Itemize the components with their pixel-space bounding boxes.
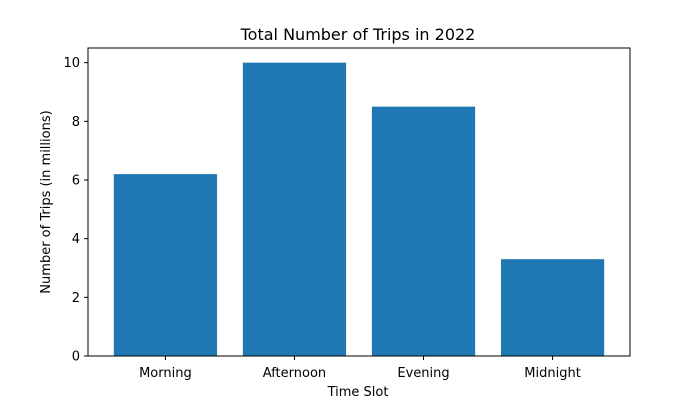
bar-evening [371,106,476,357]
plot-frame [87,47,631,357]
bars-group [113,62,605,357]
bar-morning [113,174,218,356]
x-axis-ticks: Morning Afternoon Evening Midnight [139,356,581,381]
x-tick-label: Midnight [524,366,581,381]
x-tick-label: Morning [139,366,192,381]
y-tick-label: 4 [72,232,80,247]
bar-afternoon [242,62,347,357]
y-axis-ticks: 0 2 4 6 8 10 [63,56,88,365]
y-tick-label: 6 [72,174,80,189]
y-tick-label: 8 [72,115,80,130]
y-axis-label: Number of Trips (in millions) [39,110,54,293]
x-tick-label: Afternoon [263,366,326,381]
x-axis-label: Time Slot [327,385,389,400]
y-tick-label: 10 [63,56,80,71]
x-tick-label: Evening [397,366,449,381]
y-tick-label: 0 [72,350,80,365]
bar-midnight [500,259,605,356]
y-tick-label: 2 [72,291,80,306]
chart-title: Total Number of Trips in 2022 [240,25,476,44]
